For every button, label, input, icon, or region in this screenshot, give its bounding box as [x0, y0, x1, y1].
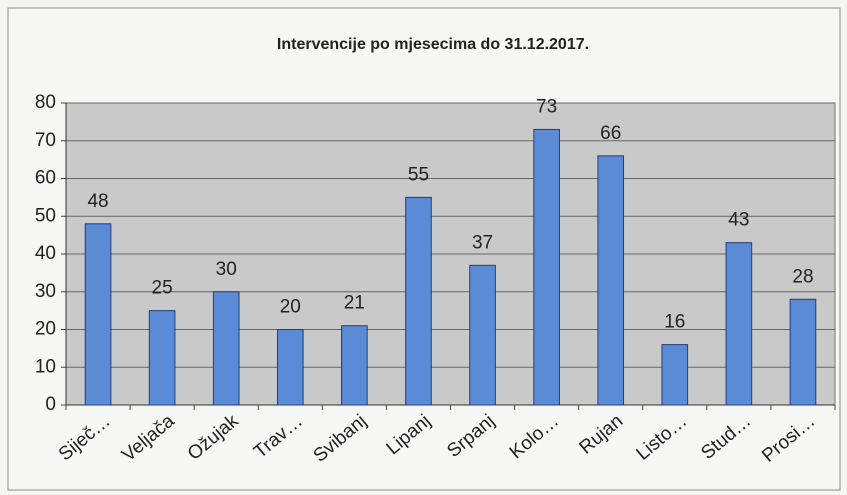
y-tick-label: 30 — [35, 281, 56, 302]
bar — [597, 155, 625, 406]
bar — [148, 310, 176, 406]
value-label: 43 — [728, 210, 749, 231]
bar — [789, 298, 817, 406]
chart-title: Intervencije po mjesecima do 31.12.2017. — [277, 36, 589, 53]
bar — [341, 325, 368, 406]
value-label: 48 — [87, 191, 108, 212]
value-label: 28 — [792, 266, 813, 287]
y-tick-label: 60 — [35, 168, 56, 189]
value-label: 21 — [344, 293, 365, 314]
y-tick-label: 40 — [35, 243, 56, 264]
bar — [661, 344, 689, 406]
value-label: 30 — [216, 259, 237, 280]
bar — [405, 196, 432, 406]
bar — [469, 264, 496, 406]
y-tick-label: 70 — [35, 130, 56, 151]
value-label: 73 — [536, 96, 557, 117]
value-label: 20 — [280, 297, 301, 318]
value-label: 16 — [664, 312, 685, 333]
y-tick-label: 0 — [45, 394, 56, 415]
bar — [84, 223, 112, 406]
bar — [533, 128, 560, 406]
value-label: 25 — [152, 278, 173, 299]
y-tick-label: 80 — [35, 92, 56, 113]
y-tick-label: 20 — [35, 319, 56, 340]
y-tick-label: 50 — [35, 205, 56, 226]
value-label: 37 — [472, 232, 493, 253]
bar — [276, 329, 304, 406]
value-label: 66 — [600, 123, 621, 144]
value-label: 55 — [408, 164, 429, 185]
bar — [725, 242, 753, 406]
y-tick-label: 10 — [35, 356, 56, 377]
bar — [212, 291, 240, 406]
